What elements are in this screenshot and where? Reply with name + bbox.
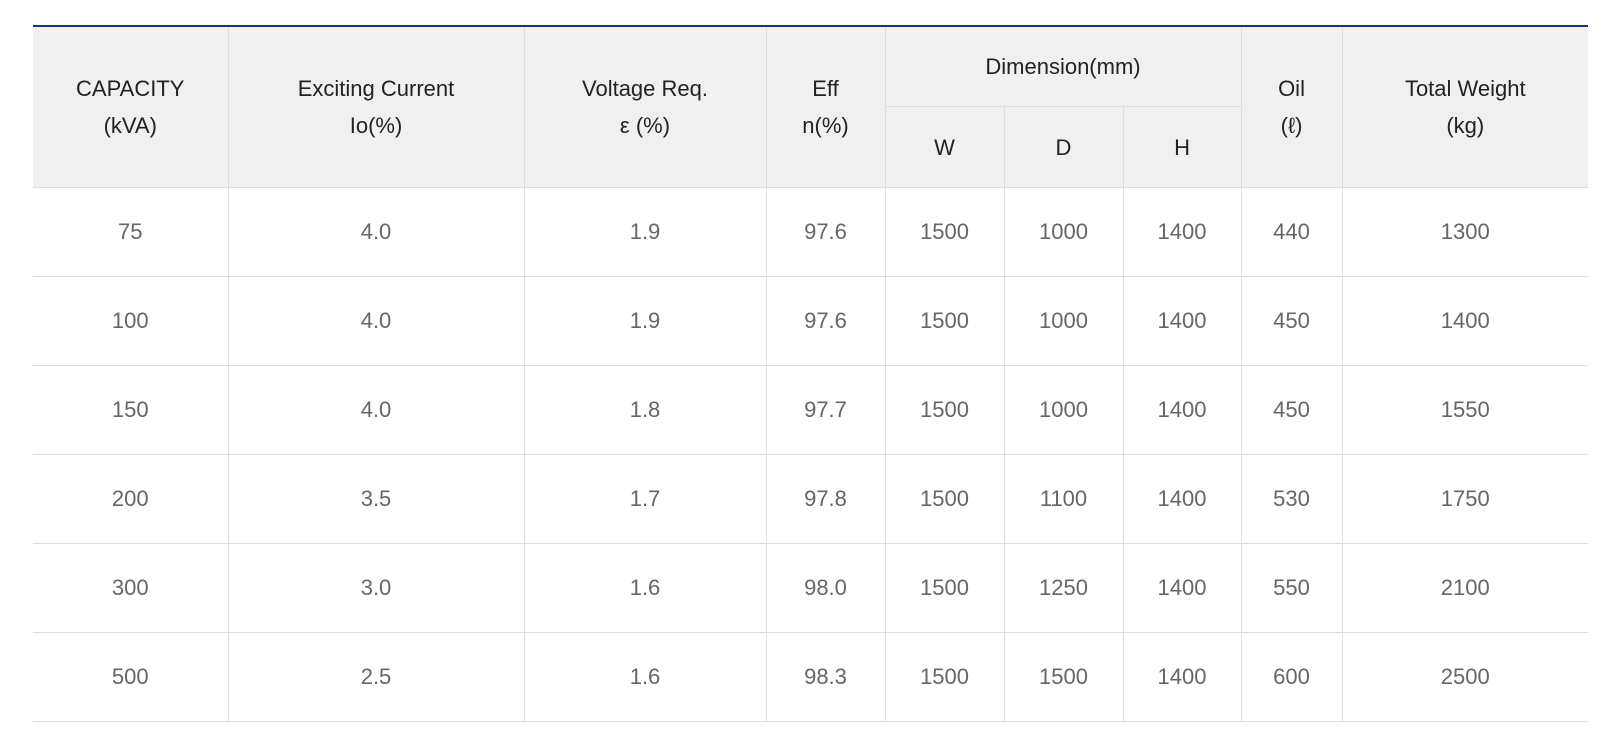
table-row: 100 4.0 1.9 97.6 1500 1000 1400 450 1400 xyxy=(33,276,1589,366)
table-row: 500 2.5 1.6 98.3 1500 1500 1400 600 2500 xyxy=(33,632,1589,722)
header-total-weight-unit: (kg) xyxy=(1446,113,1485,138)
cell-voltage-req: 1.9 xyxy=(523,187,767,277)
cell-capacity: 500 xyxy=(33,632,229,722)
cell-dimension-h: 1400 xyxy=(1122,276,1242,366)
header-voltage-req: Voltage Req. ε (%) xyxy=(523,26,767,188)
header-total-weight: Total Weight (kg) xyxy=(1341,26,1589,188)
cell-eff: 97.6 xyxy=(765,187,886,277)
cell-dimension-w: 1500 xyxy=(884,365,1005,455)
cell-oil: 450 xyxy=(1240,276,1343,366)
spec-table: CAPACITY (kVA) Exciting Current Io(%) Vo… xyxy=(33,25,1589,722)
header-dimension-h: H xyxy=(1122,106,1242,188)
cell-oil: 450 xyxy=(1240,365,1343,455)
header-exciting-current-label: Exciting Current xyxy=(297,76,455,101)
cell-exciting-current: 4.0 xyxy=(227,187,525,277)
cell-capacity: 300 xyxy=(33,543,229,633)
header-eff: Eff n(%) xyxy=(765,26,886,188)
cell-oil: 440 xyxy=(1240,187,1343,277)
cell-voltage-req: 1.9 xyxy=(523,276,767,366)
cell-dimension-d: 1100 xyxy=(1003,454,1124,544)
header-voltage-req-unit: ε (%) xyxy=(619,113,671,138)
cell-exciting-current: 3.5 xyxy=(227,454,525,544)
cell-capacity: 150 xyxy=(33,365,229,455)
cell-total-weight: 1400 xyxy=(1341,276,1589,366)
table-row: 200 3.5 1.7 97.8 1500 1100 1400 530 1750 xyxy=(33,454,1589,544)
cell-dimension-w: 1500 xyxy=(884,632,1005,722)
cell-capacity: 200 xyxy=(33,454,229,544)
cell-exciting-current: 4.0 xyxy=(227,276,525,366)
cell-voltage-req: 1.6 xyxy=(523,632,767,722)
cell-eff: 98.3 xyxy=(765,632,886,722)
cell-dimension-d: 1000 xyxy=(1003,365,1124,455)
cell-eff: 98.0 xyxy=(765,543,886,633)
header-capacity: CAPACITY (kVA) xyxy=(33,26,229,188)
cell-dimension-w: 1500 xyxy=(884,187,1005,277)
header-exciting-current: Exciting Current Io(%) xyxy=(227,26,525,188)
header-eff-unit: n(%) xyxy=(802,113,849,138)
table-body: 75 4.0 1.9 97.6 1500 1000 1400 440 1300 100 4.0 1.9… xyxy=(33,187,1589,722)
header-voltage-req-label: Voltage Req. xyxy=(582,76,708,101)
cell-oil: 600 xyxy=(1240,632,1343,722)
table-row: 75 4.0 1.9 97.6 1500 1000 1400 440 1300 xyxy=(33,187,1589,277)
header-row-sub: W D H xyxy=(33,106,1588,188)
header-oil-label: Oil xyxy=(1278,76,1305,101)
header-oil-unit: (ℓ) xyxy=(1280,113,1303,138)
cell-total-weight: 2500 xyxy=(1341,632,1589,722)
cell-capacity: 75 xyxy=(33,187,229,277)
cell-dimension-h: 1400 xyxy=(1122,454,1242,544)
cell-exciting-current: 3.0 xyxy=(227,543,525,633)
cell-voltage-req: 1.8 xyxy=(523,365,767,455)
header-dimension: Dimension(mm) xyxy=(884,26,1242,107)
cell-dimension-w: 1500 xyxy=(884,454,1005,544)
cell-total-weight: 1750 xyxy=(1341,454,1589,544)
cell-dimension-h: 1400 xyxy=(1122,187,1242,277)
spec-table-container: CAPACITY (kVA) Exciting Current Io(%) Vo… xyxy=(33,25,1589,722)
cell-total-weight: 1300 xyxy=(1341,187,1589,277)
header-total-weight-label: Total Weight xyxy=(1404,76,1526,101)
cell-eff: 97.6 xyxy=(765,276,886,366)
cell-oil: 550 xyxy=(1240,543,1343,633)
cell-dimension-d: 1000 xyxy=(1003,187,1124,277)
cell-dimension-w: 1500 xyxy=(884,276,1005,366)
header-oil: Oil (ℓ) xyxy=(1240,26,1343,188)
header-capacity-unit: (kVA) xyxy=(103,113,157,138)
cell-exciting-current: 2.5 xyxy=(227,632,525,722)
cell-dimension-d: 1250 xyxy=(1003,543,1124,633)
table-row: 150 4.0 1.8 97.7 1500 1000 1400 450 1550 xyxy=(33,365,1589,455)
cell-voltage-req: 1.7 xyxy=(523,454,767,544)
cell-dimension-w: 1500 xyxy=(884,543,1005,633)
header-row-top: CAPACITY (kVA) Exciting Current Io(%) Vo… xyxy=(33,26,1589,188)
cell-exciting-current: 4.0 xyxy=(227,365,525,455)
cell-oil: 530 xyxy=(1240,454,1343,544)
cell-total-weight: 1550 xyxy=(1341,365,1589,455)
cell-dimension-d: 1500 xyxy=(1003,632,1124,722)
cell-dimension-d: 1000 xyxy=(1003,276,1124,366)
table-row: 300 3.0 1.6 98.0 1500 1250 1400 550 2100 xyxy=(33,543,1589,633)
header-capacity-label: CAPACITY xyxy=(76,76,185,101)
header-eff-label: Eff xyxy=(812,76,839,101)
cell-eff: 97.7 xyxy=(765,365,886,455)
cell-capacity: 100 xyxy=(33,276,229,366)
cell-dimension-h: 1400 xyxy=(1122,365,1242,455)
cell-dimension-h: 1400 xyxy=(1122,543,1242,633)
cell-total-weight: 2100 xyxy=(1341,543,1589,633)
header-dimension-d: D xyxy=(1003,106,1124,188)
header-exciting-current-unit: Io(%) xyxy=(349,113,403,138)
table-header: CAPACITY (kVA) Exciting Current Io(%) Vo… xyxy=(33,26,1589,188)
cell-eff: 97.8 xyxy=(765,454,886,544)
header-dimension-w: W xyxy=(885,106,1005,188)
cell-voltage-req: 1.6 xyxy=(523,543,767,633)
cell-dimension-h: 1400 xyxy=(1122,632,1242,722)
